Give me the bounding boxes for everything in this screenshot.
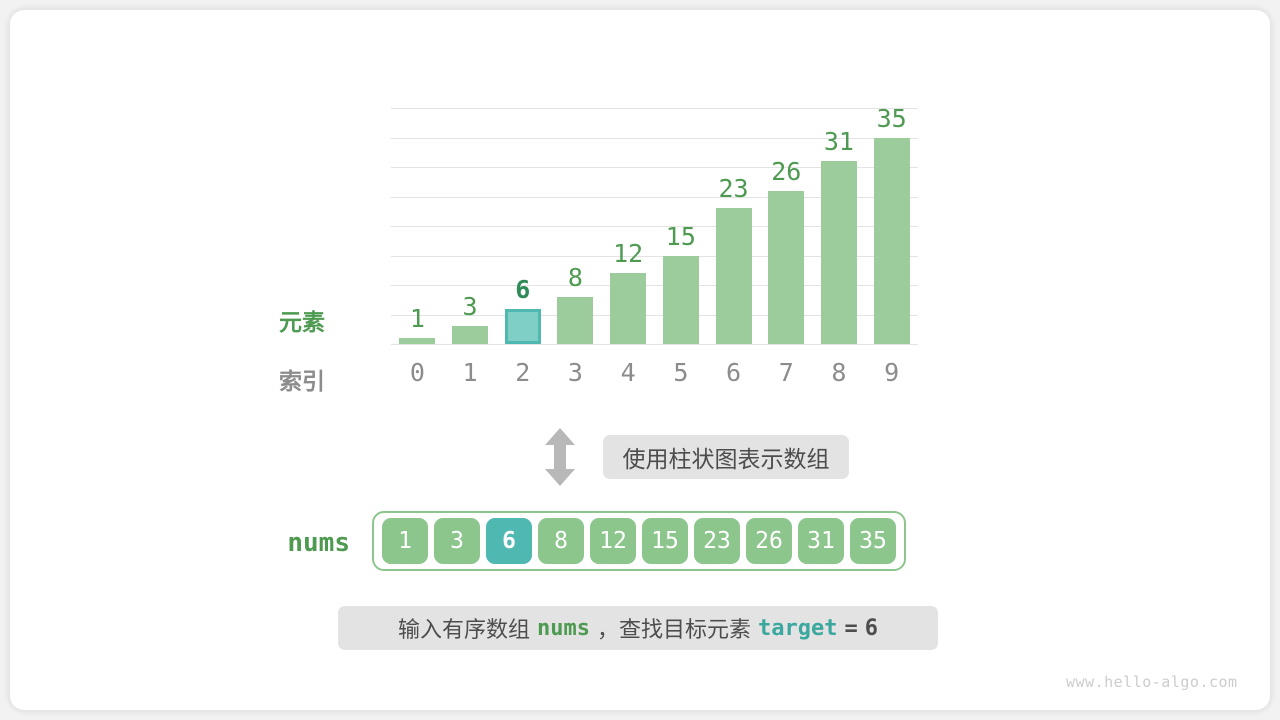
chart-value-label: 8	[567, 262, 583, 292]
caption-equals: =	[844, 615, 858, 641]
array-container: 1 3 6 8 12 15 23 26 31 35	[372, 511, 906, 571]
chart-value-label: 31	[823, 127, 854, 157]
chart-gridline	[391, 315, 918, 316]
array-cell: 31	[798, 518, 844, 564]
chart-bar	[610, 273, 647, 344]
chart-representation-note: 使用柱状图表示数组	[603, 435, 849, 479]
caption-target-value: 6	[864, 615, 878, 641]
caption-part1: 输入有序数组	[398, 618, 531, 643]
caption-target: target	[758, 615, 838, 641]
chart-index-label: 2	[515, 358, 531, 387]
chart-value-label: 15	[665, 221, 696, 251]
chart-bar-highlighted	[504, 308, 541, 344]
chart-bar	[768, 190, 805, 344]
chart-gridline	[391, 138, 918, 139]
chart-gridline	[391, 344, 918, 345]
chart-index-label: 6	[726, 358, 742, 387]
array-cell: 3	[434, 518, 480, 564]
array-cell: 35	[850, 518, 896, 564]
array-name-label: nums	[287, 528, 350, 558]
chart-bar	[715, 208, 752, 344]
array-cell: 23	[694, 518, 740, 564]
bar-chart: 1 3 6 8 12 15 23 26 31 35	[391, 104, 918, 345]
chart-bar	[873, 137, 910, 344]
array-cell: 1	[382, 518, 428, 564]
chart-bar	[557, 296, 594, 344]
chart-index-axis-label: 索引	[279, 369, 325, 395]
caption-nums: nums	[537, 615, 590, 641]
chart-index-label: 3	[567, 358, 583, 387]
chart-gridline	[391, 197, 918, 198]
watermark: www.hello-algo.com	[1066, 673, 1238, 691]
array-cell: 8	[538, 518, 584, 564]
chart-value-label: 6	[515, 274, 531, 304]
chart-gridline	[391, 108, 918, 109]
chart-bar	[452, 326, 489, 344]
chart-index-label: 8	[831, 358, 847, 387]
chart-value-label: 26	[771, 156, 802, 186]
chart-gridline	[391, 256, 918, 257]
caption-part2: ，查找目标元素	[597, 618, 752, 643]
caption-box: 输入有序数组 nums ，查找目标元素 target = 6	[338, 606, 938, 650]
chart-bar	[820, 161, 857, 344]
double-arrow-vertical-icon	[545, 428, 575, 486]
chart-index-label: 4	[620, 358, 636, 387]
chart-element-axis-label: 元素	[279, 310, 325, 336]
content-card	[10, 10, 1270, 710]
chart-gridline	[391, 226, 918, 227]
chart-value-label: 35	[876, 103, 907, 133]
chart-index-label: 1	[462, 358, 478, 387]
chart-index-label: 5	[673, 358, 689, 387]
chart-index-label: 0	[409, 358, 425, 387]
chart-gridline	[391, 167, 918, 168]
chart-value-label: 23	[718, 174, 749, 204]
chart-bar	[399, 338, 436, 344]
chart-index-label: 7	[778, 358, 794, 387]
array-cell: 12	[590, 518, 636, 564]
chart-index-label: 9	[884, 358, 900, 387]
chart-value-label: 1	[409, 304, 425, 333]
chart-bar	[662, 255, 699, 344]
chart-value-label: 12	[613, 239, 644, 269]
array-cell: 26	[746, 518, 792, 564]
chart-gridline	[391, 285, 918, 286]
chart-value-label: 3	[462, 292, 478, 322]
array-cell: 15	[642, 518, 688, 564]
array-cell-highlighted: 6	[486, 518, 532, 564]
